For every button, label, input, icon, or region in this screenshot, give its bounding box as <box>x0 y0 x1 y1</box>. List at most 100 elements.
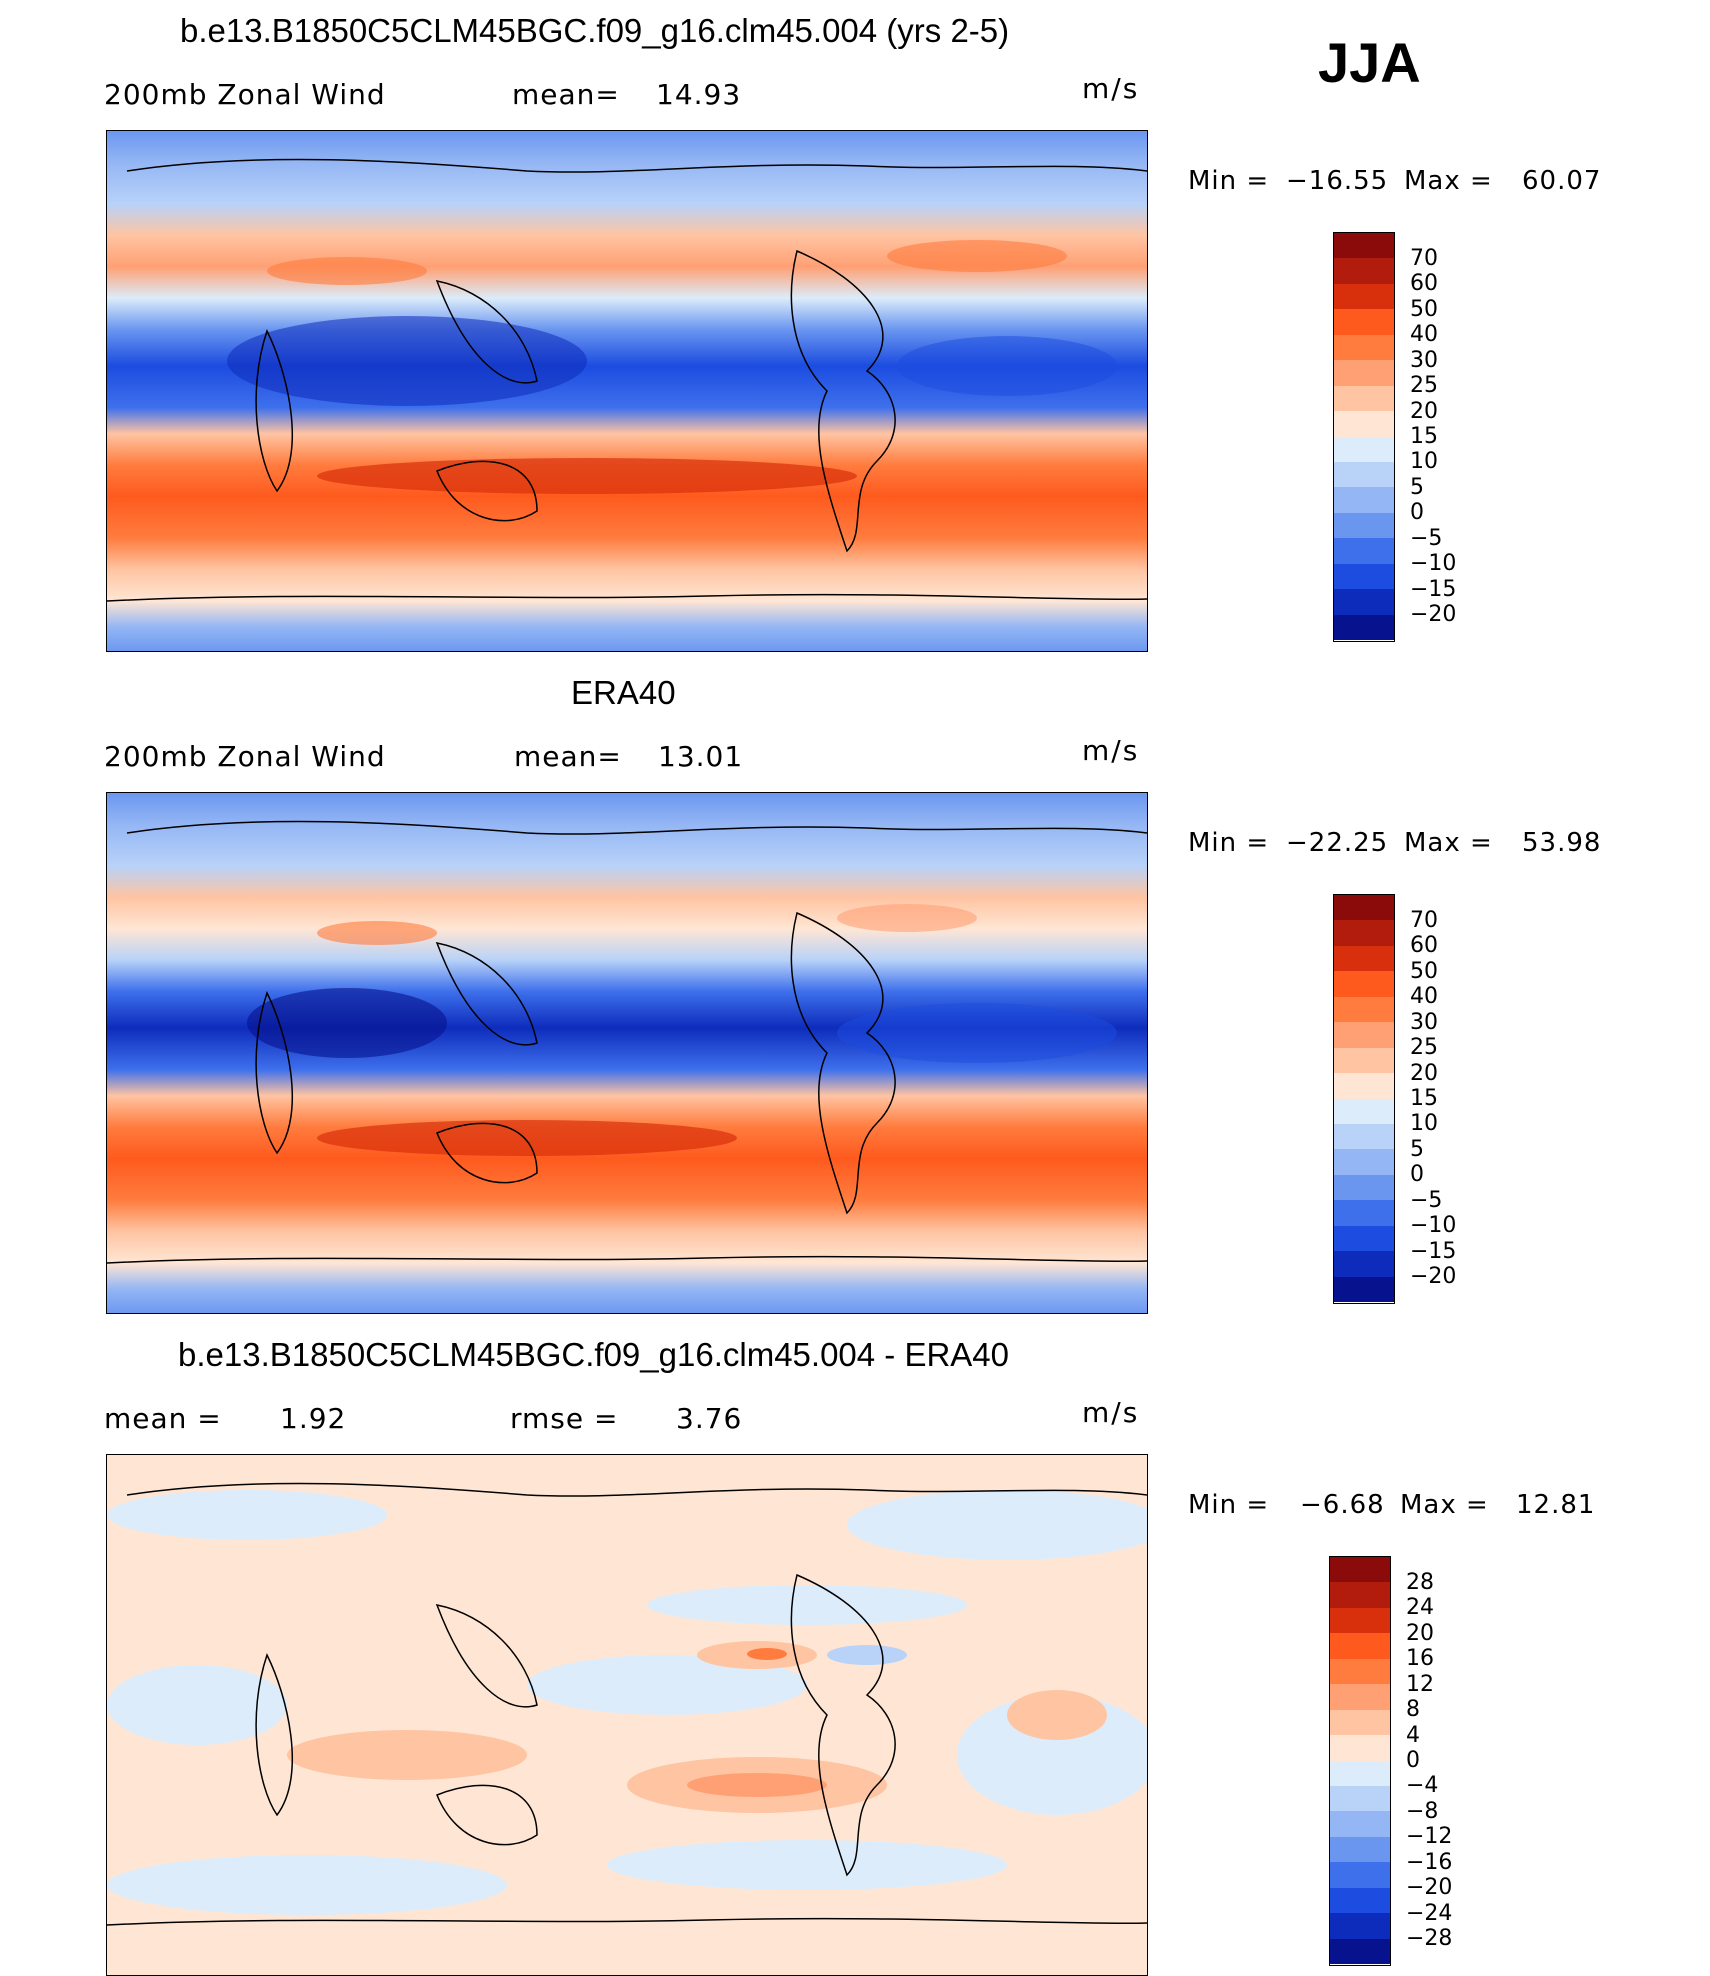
colorbar-box <box>1330 1633 1390 1659</box>
panel3-units: m/s <box>1082 1396 1140 1429</box>
colorbar-box <box>1330 1735 1390 1761</box>
colorbar-tick-label: 10 <box>1410 1111 1438 1137</box>
colorbar-tick-label: 15 <box>1410 1086 1438 1111</box>
panel2-max-label: Max = <box>1404 828 1493 858</box>
colorbar-box <box>1334 334 1394 361</box>
panel2-units: m/s <box>1082 734 1140 767</box>
colorbar-tick-label: 15 <box>1410 424 1438 449</box>
colorbar-box <box>1330 1760 1390 1786</box>
panel3-contour-plot <box>107 1455 1147 1975</box>
colorbar-box <box>1334 563 1394 590</box>
panel1-title: b.e13.B1850C5CLM45BGC.f09_g16.clm45.004 … <box>180 12 1010 49</box>
colorbar-tick-label: 0 <box>1410 1162 1424 1188</box>
panel2-variable-label: 200mb Zonal Wind <box>104 740 386 773</box>
panel2-contour-plot <box>107 793 1147 1313</box>
colorbar-box <box>1330 1607 1390 1634</box>
colorbar-tick-label: −16 <box>1406 1849 1453 1875</box>
colorbar-tick-label: 25 <box>1410 373 1438 399</box>
colorbar-tick-label: −5 <box>1410 525 1443 551</box>
colorbar-box <box>1330 1836 1390 1863</box>
colorbar-box <box>1330 1811 1390 1837</box>
panel1-colorbar <box>1333 232 1395 642</box>
panel1-mean-label: mean= <box>512 78 620 111</box>
colorbar-tick-label: −20 <box>1406 1875 1453 1901</box>
colorbar-box <box>1334 971 1394 997</box>
panel3-rmse-label: rmse = <box>510 1402 619 1435</box>
panel1-contour-plot <box>107 131 1147 651</box>
colorbar-box <box>1334 614 1394 640</box>
panel1-max-label: Max = <box>1404 166 1493 196</box>
panel2-map <box>106 792 1148 1314</box>
colorbar-box <box>1334 1251 1394 1277</box>
panel1-mean-value: 14.93 <box>656 78 742 111</box>
colorbar-box <box>1330 1557 1390 1583</box>
panel3-map <box>106 1454 1148 1976</box>
colorbar-box <box>1334 309 1394 335</box>
panel3-min-value: −6.68 <box>1300 1490 1385 1520</box>
colorbar-tick-label: −24 <box>1406 1900 1453 1926</box>
colorbar-box <box>1334 512 1394 539</box>
colorbar-tick-label: −20 <box>1410 602 1457 628</box>
colorbar-box <box>1330 1785 1390 1812</box>
colorbar-box <box>1334 1047 1394 1074</box>
colorbar-box <box>1334 589 1394 615</box>
colorbar-tick-label: 40 <box>1410 984 1438 1010</box>
panel2-mean-value: 13.01 <box>658 740 744 773</box>
colorbar-box <box>1330 1684 1390 1710</box>
panel3-mean-label: mean = <box>104 1402 222 1435</box>
colorbar-tick-label: 0 <box>1410 500 1424 526</box>
colorbar-box <box>1334 1225 1394 1252</box>
colorbar-tick-label: −20 <box>1410 1264 1457 1290</box>
colorbar-box <box>1334 945 1394 972</box>
panel3-colorbar <box>1329 1556 1391 1966</box>
panel1-variable-label: 200mb Zonal Wind <box>104 78 386 111</box>
panel3-max-label: Max = <box>1400 1490 1489 1520</box>
colorbar-tick-label: 50 <box>1410 296 1438 322</box>
panel1-min-label: Min = <box>1188 166 1270 196</box>
colorbar-box <box>1334 996 1394 1023</box>
colorbar-box <box>1330 1913 1390 1939</box>
colorbar-box <box>1330 1862 1390 1888</box>
colorbar-tick-label: 8 <box>1406 1697 1420 1723</box>
colorbar-tick-label: 5 <box>1410 1136 1424 1162</box>
colorbar-tick-label: −28 <box>1406 1926 1453 1952</box>
colorbar-tick-label: 70 <box>1410 907 1438 933</box>
colorbar-box <box>1334 920 1394 946</box>
colorbar-box <box>1334 1098 1394 1124</box>
colorbar-tick-label: 20 <box>1406 1620 1434 1646</box>
colorbar-box <box>1334 1149 1394 1175</box>
colorbar-tick-label: −15 <box>1410 576 1457 602</box>
colorbar-box <box>1334 233 1394 259</box>
panel3-title: b.e13.B1850C5CLM45BGC.f09_g16.clm45.004 … <box>178 1336 1010 1373</box>
colorbar-tick-label: 30 <box>1410 1009 1438 1035</box>
colorbar-tick-label: 28 <box>1406 1569 1434 1595</box>
colorbar-box <box>1334 1022 1394 1048</box>
colorbar-tick-label: 12 <box>1406 1671 1434 1697</box>
colorbar-box <box>1330 1709 1390 1736</box>
panel3-max-value: 12.81 <box>1516 1490 1596 1520</box>
colorbar-box <box>1334 258 1394 284</box>
colorbar-box <box>1334 538 1394 564</box>
colorbar-tick-label: 5 <box>1410 474 1424 500</box>
panel1-map <box>106 130 1148 652</box>
colorbar-box <box>1334 1073 1394 1099</box>
colorbar-box <box>1334 283 1394 310</box>
colorbar-box <box>1334 1276 1394 1302</box>
colorbar-box <box>1334 1174 1394 1201</box>
colorbar-tick-label: −10 <box>1410 551 1457 577</box>
season-label: JJA <box>1318 31 1421 94</box>
colorbar-tick-label: 0 <box>1406 1748 1420 1773</box>
colorbar-tick-label: 10 <box>1410 449 1438 475</box>
colorbar-tick-label: 70 <box>1410 245 1438 271</box>
colorbar-tick-label: 24 <box>1406 1595 1434 1621</box>
colorbar-tick-label: −4 <box>1406 1773 1439 1799</box>
colorbar-tick-label: 60 <box>1410 271 1438 297</box>
colorbar-box <box>1334 385 1394 412</box>
colorbar-box <box>1334 411 1394 437</box>
colorbar-tick-label: −15 <box>1410 1238 1457 1264</box>
colorbar-box <box>1330 1582 1390 1608</box>
colorbar-box <box>1334 436 1394 462</box>
panel1-min-value: −16.55 <box>1286 166 1389 196</box>
colorbar-box <box>1334 360 1394 386</box>
colorbar-box <box>1334 1123 1394 1150</box>
